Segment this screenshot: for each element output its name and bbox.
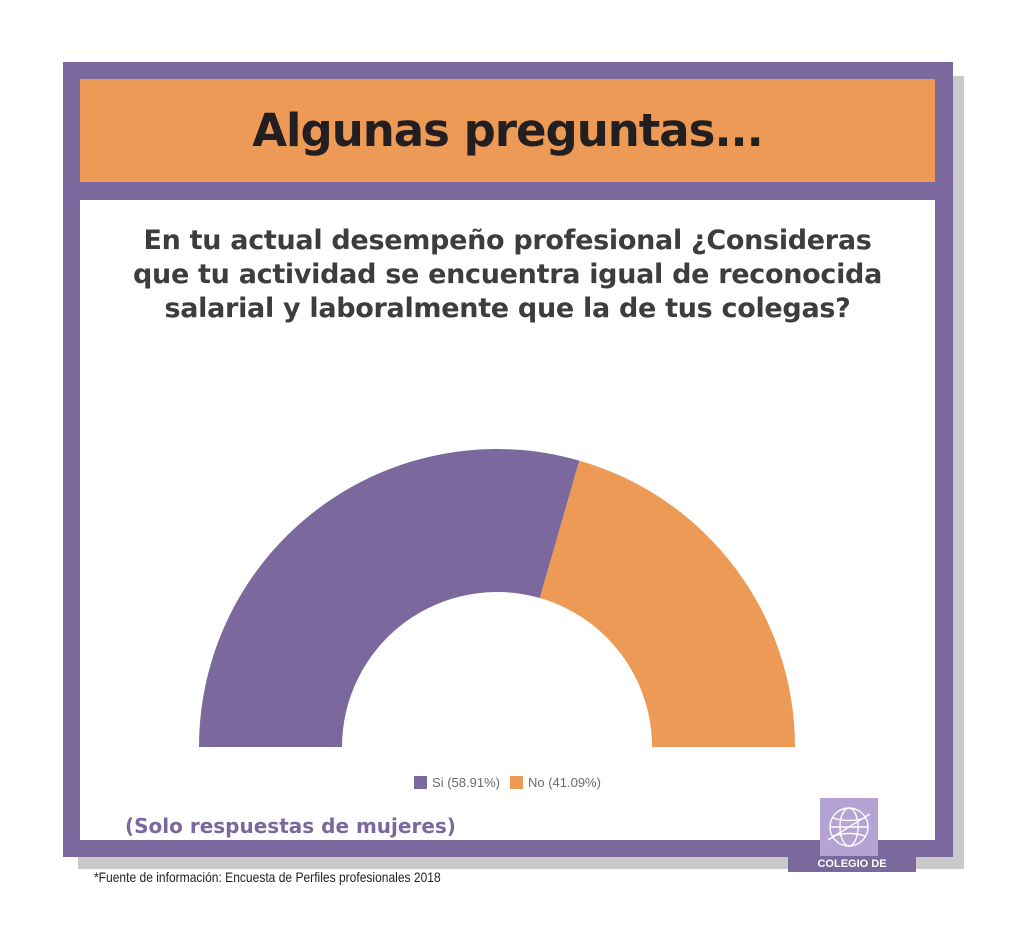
half-donut-chart	[199, 449, 795, 747]
source-note: *Fuente de información: Encuesta de Perf…	[94, 869, 441, 885]
page-title: Algunas preguntas...	[252, 104, 764, 157]
content-panel: En tu actual desempeño profesional ¿Cons…	[80, 200, 935, 886]
legend-swatch-no	[509, 776, 523, 789]
globe-icon	[820, 798, 878, 856]
chart-legend: Si (58.91%) No (41.09%)	[80, 775, 935, 790]
slice-si	[199, 449, 580, 747]
legend-label-si: Si (58.91%)	[432, 775, 500, 790]
legend-item-si: Si (58.91%)	[414, 775, 500, 790]
question-text: En tu actual desempeño profesional ¿Cons…	[80, 224, 935, 326]
header-banner: Algunas preguntas...	[80, 79, 935, 182]
question-line-2: que tu actividad se encuentra igual de r…	[133, 259, 882, 290]
respondents-note: (Solo respuestas de mujeres)	[125, 814, 456, 838]
slice-no	[539, 460, 795, 747]
legend-swatch-si	[414, 776, 428, 789]
logo-text: COLEGIO DE GEÓGRAFOS	[788, 856, 916, 886]
infographic-frame: Algunas preguntas... En tu actual desemp…	[63, 62, 953, 886]
question-line-3: salarial y laboralmente que la de tus co…	[164, 293, 851, 324]
question-line-1: En tu actual desempeño profesional ¿Cons…	[143, 225, 872, 256]
legend-item-no: No (41.09%)	[509, 775, 601, 790]
legend-label-no: No (41.09%)	[527, 775, 601, 790]
colegio-logo: COLEGIO DE GEÓGRAFOS	[788, 798, 916, 886]
